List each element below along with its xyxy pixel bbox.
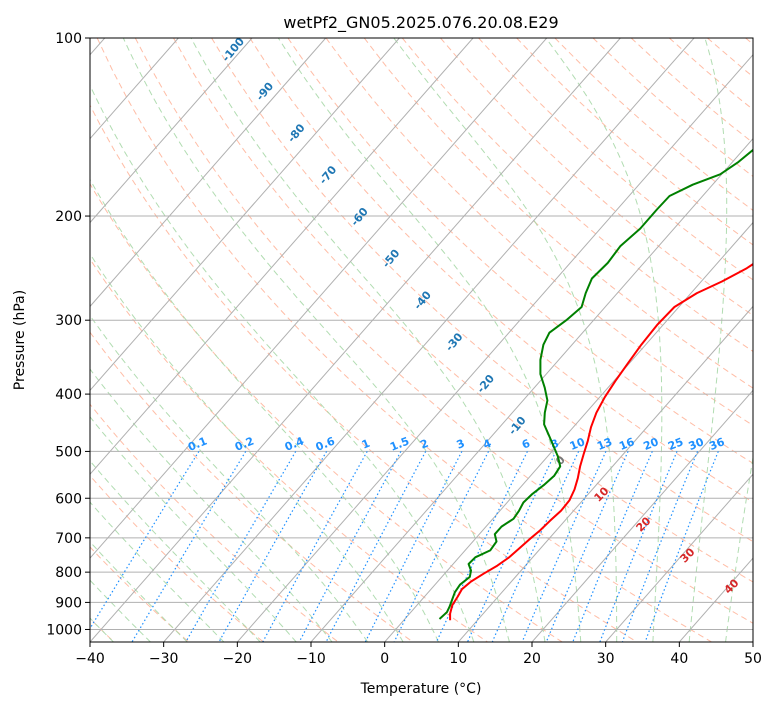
x-tick-label: 0 bbox=[380, 651, 389, 667]
y-tick-label: 400 bbox=[55, 387, 82, 403]
isotherm-line bbox=[0, 38, 252, 642]
plot-frame bbox=[90, 38, 753, 642]
chart-title: wetPf2_GN05.2025.076.20.08.E29 bbox=[283, 13, 558, 33]
moist-adiabat-line bbox=[191, 38, 545, 642]
x-axis-title: Temperature (°C) bbox=[360, 681, 482, 697]
isotherm-line bbox=[311, 38, 775, 642]
dry-adiabat-line bbox=[0, 38, 189, 642]
mixing-ratio-label: 20 bbox=[641, 435, 660, 453]
moist-adiabat-line bbox=[70, 38, 474, 642]
mixing-ratio-label: 2 bbox=[418, 437, 430, 452]
x-tick-label: 20 bbox=[523, 651, 541, 667]
isotherm-line bbox=[753, 38, 775, 642]
moist-adiabat-label: 40 bbox=[722, 576, 742, 596]
mixing-ratio-label: 16 bbox=[617, 435, 636, 453]
mixing-ratio-line bbox=[600, 451, 677, 642]
mixing-ratio-label: 6 bbox=[520, 437, 532, 452]
dry-adiabat-label: -100 bbox=[219, 35, 247, 65]
moist-adiabat-line bbox=[278, 38, 581, 642]
mixing-ratio-label: 30 bbox=[687, 435, 706, 453]
x-tick-label: −10 bbox=[296, 651, 326, 667]
x-tick-label: 30 bbox=[597, 651, 615, 667]
dry-adiabat-label: -70 bbox=[317, 163, 340, 187]
x-tick-label: −20 bbox=[223, 651, 253, 667]
mixing-ratio-label: 13 bbox=[595, 435, 614, 453]
dry-adiabat-line bbox=[555, 38, 775, 642]
moist-adiabat-line bbox=[0, 124, 332, 642]
dry-adiabat-label: -40 bbox=[411, 288, 434, 312]
dry-adiabat-line bbox=[0, 38, 264, 642]
x-tick-label: 10 bbox=[449, 651, 467, 667]
isotherm-line bbox=[16, 38, 546, 642]
isotherm-line bbox=[0, 38, 326, 642]
y-axis-title: Pressure (hPa) bbox=[12, 290, 28, 390]
x-tick-label: 50 bbox=[744, 651, 762, 667]
y-tick-label: 100 bbox=[55, 31, 82, 47]
y-tick-label: 600 bbox=[55, 491, 82, 507]
dry-adiabat-line bbox=[97, 38, 712, 642]
x-tick-label: −30 bbox=[149, 651, 179, 667]
mixing-ratio-label: 3 bbox=[455, 437, 467, 452]
mixing-ratio-line bbox=[645, 451, 718, 642]
dry-adiabat-label: -60 bbox=[348, 205, 371, 229]
moist-adiabat-line bbox=[0, 167, 260, 642]
moist-adiabat-line bbox=[726, 38, 775, 642]
y-tick-label: 200 bbox=[55, 209, 82, 225]
x-tick-label: −40 bbox=[75, 651, 105, 667]
isotherm-line bbox=[0, 38, 473, 642]
y-tick-label: 800 bbox=[55, 565, 82, 581]
y-tick-label: 300 bbox=[55, 313, 82, 329]
y-tick-label: 700 bbox=[55, 531, 82, 547]
mixing-ratio-label: 25 bbox=[666, 435, 685, 453]
dry-adiabat-line bbox=[0, 38, 413, 642]
y-tick-label: 900 bbox=[55, 595, 82, 611]
background-lines bbox=[0, 38, 775, 642]
dry-adiabat-line bbox=[479, 38, 775, 642]
moist-adiabat-line bbox=[689, 38, 727, 642]
dry-adiabat-label: -90 bbox=[254, 80, 277, 104]
dry-adiabat-line bbox=[707, 38, 775, 642]
x-tick-label: 40 bbox=[670, 651, 688, 667]
mixing-ratio-label: 1 bbox=[360, 437, 372, 452]
dry-adiabat-line bbox=[364, 38, 775, 642]
mixing-ratio-line bbox=[492, 451, 578, 642]
moist-adiabat-line bbox=[0, 95, 368, 642]
dry-adiabat-label: -80 bbox=[285, 121, 308, 145]
dry-adiabat-line bbox=[746, 38, 775, 642]
mixing-ratio-line bbox=[394, 451, 488, 642]
mixing-ratio-line bbox=[186, 451, 296, 642]
mixing-ratio-line bbox=[219, 451, 327, 642]
moist-adiabat-line bbox=[0, 189, 224, 642]
dry-adiabat-line bbox=[441, 38, 775, 642]
dry-adiabat-label: -50 bbox=[380, 247, 403, 271]
y-tick-label: 500 bbox=[55, 444, 82, 460]
y-tick-label: 1000 bbox=[46, 622, 82, 638]
isotherm-line bbox=[164, 38, 694, 642]
moist-adiabat-line bbox=[394, 38, 617, 642]
dry-adiabat-label: -20 bbox=[474, 372, 497, 396]
mixing-ratio-line bbox=[326, 451, 426, 642]
moist-adiabat-line bbox=[26, 38, 439, 642]
dry-adiabat-line bbox=[250, 38, 775, 642]
moist-adiabat-line bbox=[0, 63, 403, 643]
isotherm-line bbox=[385, 38, 775, 642]
mixing-ratio-label: 4 bbox=[481, 437, 493, 452]
temperature-profile bbox=[450, 38, 775, 620]
dry-adiabat-line bbox=[59, 38, 637, 642]
dry-adiabat-label: -10 bbox=[506, 414, 529, 438]
moist-adiabat-label: 20 bbox=[634, 514, 654, 534]
dewpoint-profile bbox=[440, 38, 775, 619]
mixing-ratio-line bbox=[573, 451, 653, 642]
dry-adiabat-label: -30 bbox=[443, 330, 466, 354]
moist-adiabat-line bbox=[0, 142, 296, 642]
axes: −40 −30 −20 −10 0 10 20 30 40 50 100 200 300 400 500 60… bbox=[46, 31, 762, 667]
